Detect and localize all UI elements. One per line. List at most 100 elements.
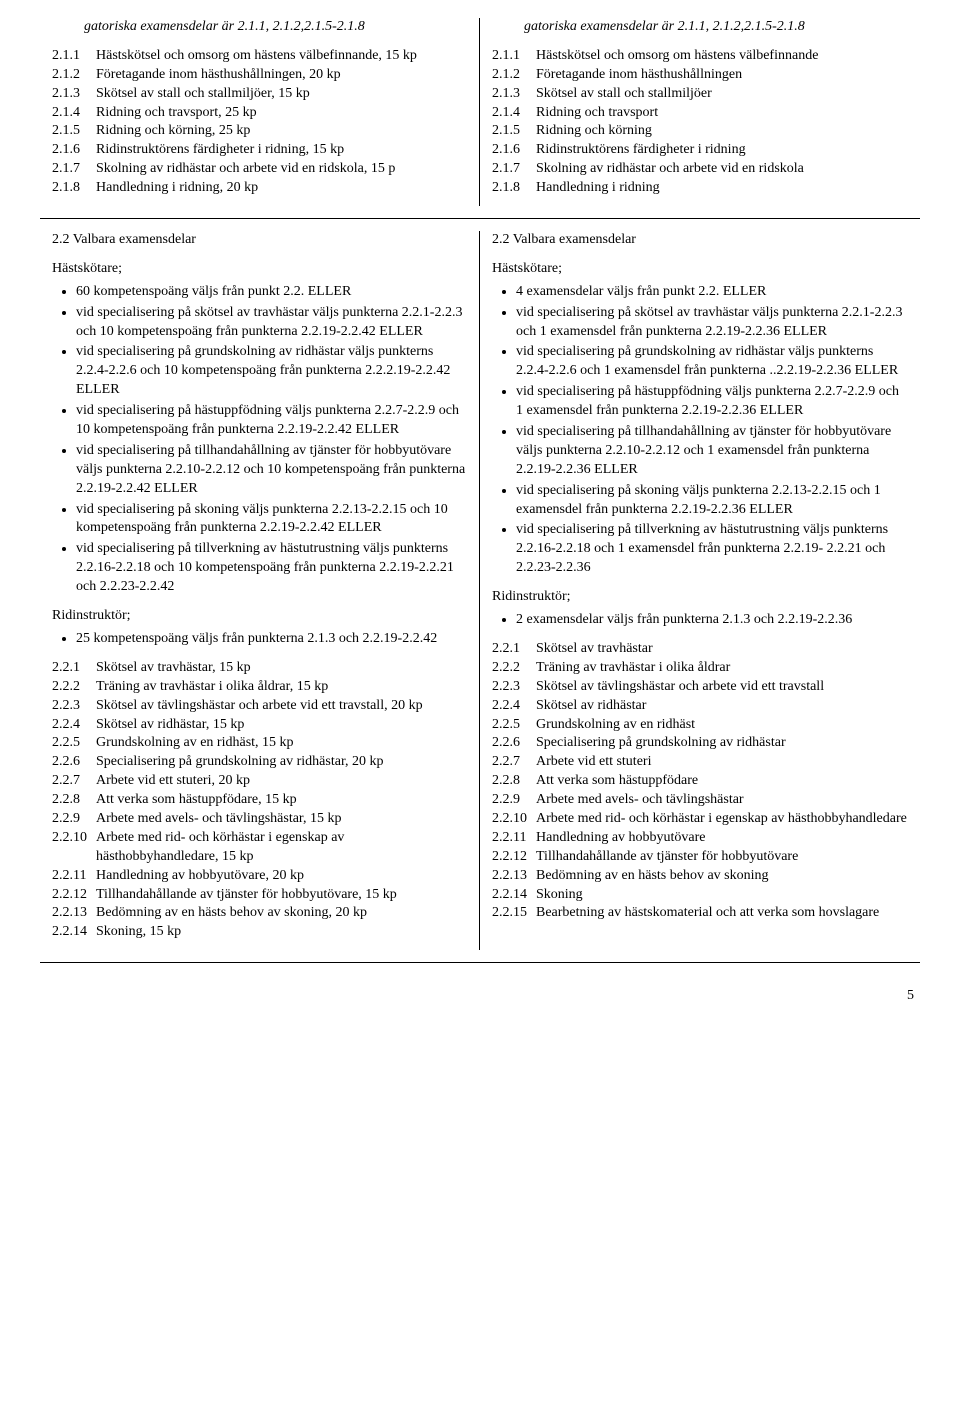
item-text: Hästskötsel och omsorg om hästens välbef…: [536, 47, 908, 66]
list-item: 2.2.11Handledning av hobbyutövare: [492, 829, 908, 848]
item-number: 2.1.4: [52, 104, 96, 123]
list-item: 2.2.12Tillhandahållande av tjänster för …: [492, 848, 908, 867]
item-text: Skötsel av stall och stallmiljöer: [536, 85, 908, 104]
item-number: 2.2.10: [52, 829, 96, 867]
item-text: Handledning i ridning, 20 kp: [96, 179, 467, 198]
list-item: 2.2.6Specialisering på grundskolning av …: [52, 753, 467, 772]
list-item: 2.2.10Arbete med rid- och körhästar i eg…: [52, 829, 467, 867]
item-text: Tillhandahållande av tjänster för hobbyu…: [536, 848, 908, 867]
list-item: 2.1.3Skötsel av stall och stallmiljöer, …: [52, 85, 467, 104]
list-item: 2.1.4Ridning och travsport, 25 kp: [52, 104, 467, 123]
page-number: 5: [40, 987, 920, 1006]
item-number: 2.1.2: [492, 66, 536, 85]
bullet-item: vid specialisering på hästuppfödning väl…: [516, 383, 908, 421]
item-text: Företagande inom hästhushållningen: [536, 66, 908, 85]
rid-bullets-right: 2 examensdelar väljs från punkterna 2.1.…: [492, 611, 908, 630]
item-text: Bedömning av en hästs behov av skoning: [536, 867, 908, 886]
list-item: 2.2.6Specialisering på grundskolning av …: [492, 734, 908, 753]
list-item: 2.2.3Skötsel av tävlingshästar och arbet…: [492, 678, 908, 697]
item-number: 2.2.1: [52, 659, 96, 678]
bullet-item: 60 kompetenspoäng väljs från punkt 2.2. …: [76, 283, 467, 302]
list-item: 2.1.5Ridning och körning: [492, 122, 908, 141]
list-item: 2.2.9Arbete med avels- och tävlingshästa…: [492, 791, 908, 810]
item-text: Handledning i ridning: [536, 179, 908, 198]
item-text: Bedömning av en hästs behov av skoning, …: [96, 904, 467, 923]
item-number: 2.2.8: [52, 791, 96, 810]
list-item: 2.2.7Arbete vid ett stuteri, 20 kp: [52, 772, 467, 791]
bullet-item: vid specialisering på tillhandahållning …: [516, 423, 908, 480]
list-item: 2.1.6Ridinstruktörens färdigheter i ridn…: [52, 141, 467, 160]
item-number: 2.1.8: [52, 179, 96, 198]
item-text: Hästskötsel och omsorg om hästens välbef…: [96, 47, 467, 66]
bullet-item: vid specialisering på grundskolning av r…: [76, 343, 467, 400]
list-item: 2.2.14Skoning: [492, 886, 908, 905]
row-section-1: gatoriska examensdelar är 2.1.1, 2.1.2,2…: [40, 18, 920, 219]
ridinstruktor-label-right: Ridinstruktör;: [492, 588, 908, 607]
list-item: 2.1.3Skötsel av stall och stallmiljöer: [492, 85, 908, 104]
list-item: 2.2.7Arbete vid ett stuteri: [492, 753, 908, 772]
item-text: Skötsel av travhästar, 15 kp: [96, 659, 467, 678]
list-item: 2.2.15Bearbetning av hästskomaterial och…: [492, 904, 908, 923]
bullet-item: 4 examensdelar väljs från punkt 2.2. ELL…: [516, 283, 908, 302]
item-number: 2.1.3: [492, 85, 536, 104]
item-text: Arbete med avels- och tävlingshästar: [536, 791, 908, 810]
bullet-item: vid specialisering på skoning väljs punk…: [76, 501, 467, 539]
item-number: 2.2.2: [52, 678, 96, 697]
list-item: 2.1.1Hästskötsel och omsorg om hästens v…: [492, 47, 908, 66]
bullet-item: 25 kompetenspoäng väljs från punkterna 2…: [76, 630, 467, 649]
item-text: Skötsel av ridhästar: [536, 697, 908, 716]
item-text: Skötsel av tävlingshästar och arbete vid…: [536, 678, 908, 697]
num-list-right-a: 2.1.1Hästskötsel och omsorg om hästens v…: [492, 47, 908, 198]
section-heading-right: 2.2 Valbara examensdelar: [492, 231, 908, 250]
item-text: Skoning, 15 kp: [96, 923, 467, 942]
list-item: 2.2.5Grundskolning av en ridhäst: [492, 716, 908, 735]
item-number: 2.2.5: [52, 734, 96, 753]
item-number: 2.1.6: [52, 141, 96, 160]
item-number: 2.2.12: [492, 848, 536, 867]
list-item: 2.2.11Handledning av hobbyutövare, 20 kp: [52, 867, 467, 886]
bullet-item: vid specialisering på hästuppfödning väl…: [76, 402, 467, 440]
item-text: Ridinstruktörens färdigheter i ridning: [536, 141, 908, 160]
item-number: 2.2.4: [52, 716, 96, 735]
item-number: 2.2.9: [492, 791, 536, 810]
bullet-item: vid specialisering på skötsel av travhäs…: [76, 304, 467, 342]
intro-text-right: gatoriska examensdelar är 2.1.1, 2.1.2,2…: [492, 18, 908, 37]
item-number: 2.2.6: [52, 753, 96, 772]
list-item: 2.2.1Skötsel av travhästar, 15 kp: [52, 659, 467, 678]
item-number: 2.1.6: [492, 141, 536, 160]
list-item: 2.1.8Handledning i ridning: [492, 179, 908, 198]
item-text: Handledning av hobbyutövare, 20 kp: [96, 867, 467, 886]
item-text: Arbete med avels- och tävlingshästar, 15…: [96, 810, 467, 829]
num-list-right-b: 2.2.1Skötsel av travhästar2.2.2Träning a…: [492, 640, 908, 923]
item-number: 2.2.3: [52, 697, 96, 716]
item-text: Ridinstruktörens färdigheter i ridning, …: [96, 141, 467, 160]
item-text: Arbete med rid- och körhästar i egenskap…: [536, 810, 908, 829]
item-text: Grundskolning av en ridhäst: [536, 716, 908, 735]
list-item: 2.2.4Skötsel av ridhästar, 15 kp: [52, 716, 467, 735]
item-text: Specialisering på grundskolning av ridhä…: [96, 753, 467, 772]
item-number: 2.1.1: [52, 47, 96, 66]
item-text: Företagande inom hästhushållningen, 20 k…: [96, 66, 467, 85]
list-item: 2.1.4Ridning och travsport: [492, 104, 908, 123]
item-number: 2.1.4: [492, 104, 536, 123]
row-section-2: 2.2 Valbara examensdelar Hästskötare; 60…: [40, 231, 920, 963]
list-item: 2.2.9Arbete med avels- och tävlingshästa…: [52, 810, 467, 829]
list-item: 2.1.7Skolning av ridhästar och arbete vi…: [492, 160, 908, 179]
item-number: 2.1.3: [52, 85, 96, 104]
list-item: 2.2.4Skötsel av ridhästar: [492, 697, 908, 716]
list-item: 2.1.1Hästskötsel och omsorg om hästens v…: [52, 47, 467, 66]
item-text: Arbete med rid- och körhästar i egenskap…: [96, 829, 467, 867]
item-text: Ridning och travsport, 25 kp: [96, 104, 467, 123]
bullet-item: vid specialisering på skötsel av travhäs…: [516, 304, 908, 342]
item-number: 2.1.7: [492, 160, 536, 179]
item-text: Grundskolning av en ridhäst, 15 kp: [96, 734, 467, 753]
hast-bullets-right: 4 examensdelar väljs från punkt 2.2. ELL…: [492, 283, 908, 578]
item-text: Skötsel av stall och stallmiljöer, 15 kp: [96, 85, 467, 104]
item-number: 2.1.5: [52, 122, 96, 141]
list-item: 2.1.7Skolning av ridhästar och arbete vi…: [52, 160, 467, 179]
list-item: 2.2.10Arbete med rid- och körhästar i eg…: [492, 810, 908, 829]
bullet-item: 2 examensdelar väljs från punkterna 2.1.…: [516, 611, 908, 630]
rid-bullets-left: 25 kompetenspoäng väljs från punkterna 2…: [52, 630, 467, 649]
list-item: 2.1.8Handledning i ridning, 20 kp: [52, 179, 467, 198]
bullet-item: vid specialisering på tillverkning av hä…: [76, 540, 467, 597]
